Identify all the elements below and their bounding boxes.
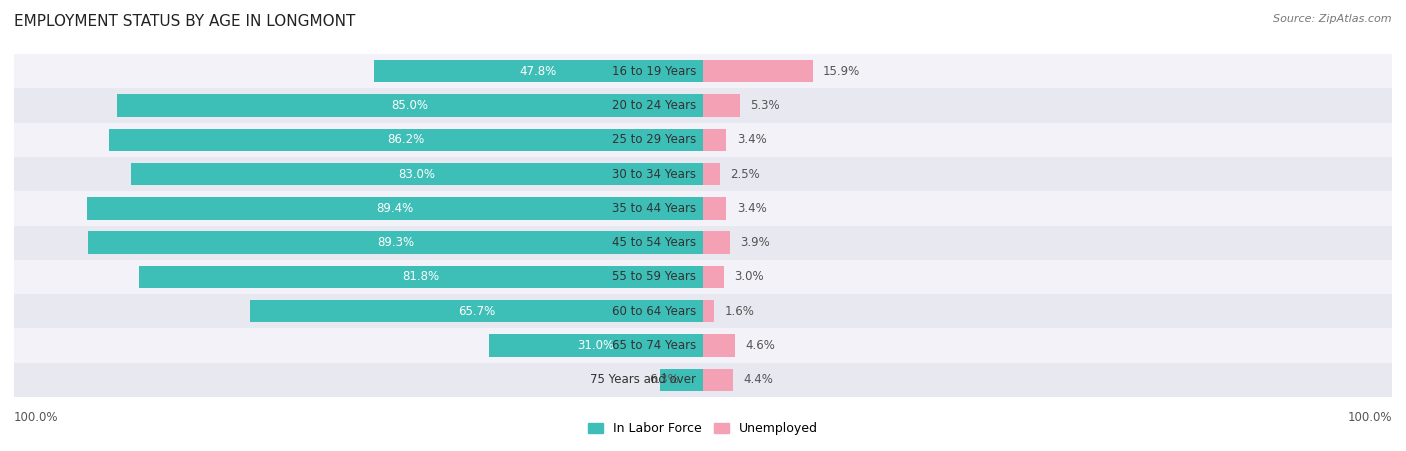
Bar	[703, 328, 1392, 363]
Bar	[14, 363, 703, 397]
Bar	[14, 260, 703, 294]
Bar	[139, 266, 703, 288]
Bar	[703, 231, 730, 254]
Bar	[14, 191, 703, 226]
Bar	[703, 197, 727, 220]
Text: 31.0%: 31.0%	[578, 339, 614, 352]
Bar	[703, 163, 720, 185]
Text: 45 to 54 Years: 45 to 54 Years	[612, 236, 696, 249]
Text: 4.6%: 4.6%	[745, 339, 775, 352]
Bar	[703, 157, 1392, 191]
Bar	[87, 197, 703, 220]
Bar	[14, 88, 703, 123]
Text: 47.8%: 47.8%	[520, 65, 557, 78]
Bar	[703, 334, 735, 357]
Text: 85.0%: 85.0%	[392, 99, 429, 112]
Text: 3.4%: 3.4%	[737, 133, 766, 146]
Bar	[703, 368, 734, 391]
Text: Source: ZipAtlas.com: Source: ZipAtlas.com	[1274, 14, 1392, 23]
Bar	[703, 300, 714, 322]
Bar	[703, 88, 1392, 123]
Bar	[110, 129, 703, 151]
Bar	[250, 300, 703, 322]
Text: 60 to 64 Years: 60 to 64 Years	[612, 305, 696, 318]
Bar	[374, 60, 703, 83]
Bar	[703, 123, 1392, 157]
Bar	[14, 294, 703, 328]
Text: 3.0%: 3.0%	[734, 271, 763, 283]
Bar	[131, 163, 703, 185]
Text: 83.0%: 83.0%	[398, 168, 436, 180]
Bar	[14, 54, 703, 88]
Text: 5.3%: 5.3%	[749, 99, 779, 112]
Text: 3.9%: 3.9%	[740, 236, 770, 249]
Text: 55 to 59 Years: 55 to 59 Years	[612, 271, 696, 283]
Bar	[659, 368, 703, 391]
Bar	[703, 260, 1392, 294]
Bar	[14, 123, 703, 157]
Text: 25 to 29 Years: 25 to 29 Years	[612, 133, 696, 146]
Text: 15.9%: 15.9%	[823, 65, 860, 78]
Text: 1.6%: 1.6%	[724, 305, 754, 318]
Text: 100.0%: 100.0%	[14, 411, 59, 424]
Text: 16 to 19 Years: 16 to 19 Years	[612, 65, 696, 78]
Bar	[14, 157, 703, 191]
Text: 2.5%: 2.5%	[731, 168, 761, 180]
Bar	[703, 226, 1392, 260]
Bar	[703, 94, 740, 117]
Text: 86.2%: 86.2%	[388, 133, 425, 146]
Text: 35 to 44 Years: 35 to 44 Years	[612, 202, 696, 215]
Text: 65.7%: 65.7%	[458, 305, 495, 318]
Text: 20 to 24 Years: 20 to 24 Years	[612, 99, 696, 112]
Text: 4.4%: 4.4%	[744, 373, 773, 386]
Bar	[703, 294, 1392, 328]
Bar	[703, 54, 1392, 88]
Bar	[14, 328, 703, 363]
Text: 81.8%: 81.8%	[402, 271, 440, 283]
Bar	[703, 191, 1392, 226]
Text: 3.4%: 3.4%	[737, 202, 766, 215]
Text: 30 to 34 Years: 30 to 34 Years	[612, 168, 696, 180]
Bar	[87, 231, 703, 254]
Bar	[703, 266, 724, 288]
Bar	[117, 94, 703, 117]
Text: 89.3%: 89.3%	[377, 236, 413, 249]
Text: 65 to 74 Years: 65 to 74 Years	[612, 339, 696, 352]
Bar	[489, 334, 703, 357]
Legend: In Labor Force, Unemployed: In Labor Force, Unemployed	[583, 417, 823, 440]
Text: 100.0%: 100.0%	[1347, 411, 1392, 424]
Text: 89.4%: 89.4%	[377, 202, 413, 215]
Text: EMPLOYMENT STATUS BY AGE IN LONGMONT: EMPLOYMENT STATUS BY AGE IN LONGMONT	[14, 14, 356, 28]
Text: 6.3%: 6.3%	[650, 373, 679, 386]
Bar	[703, 60, 813, 83]
Bar	[703, 129, 727, 151]
Text: 75 Years and over: 75 Years and over	[591, 373, 696, 386]
Bar	[703, 363, 1392, 397]
Bar	[14, 226, 703, 260]
